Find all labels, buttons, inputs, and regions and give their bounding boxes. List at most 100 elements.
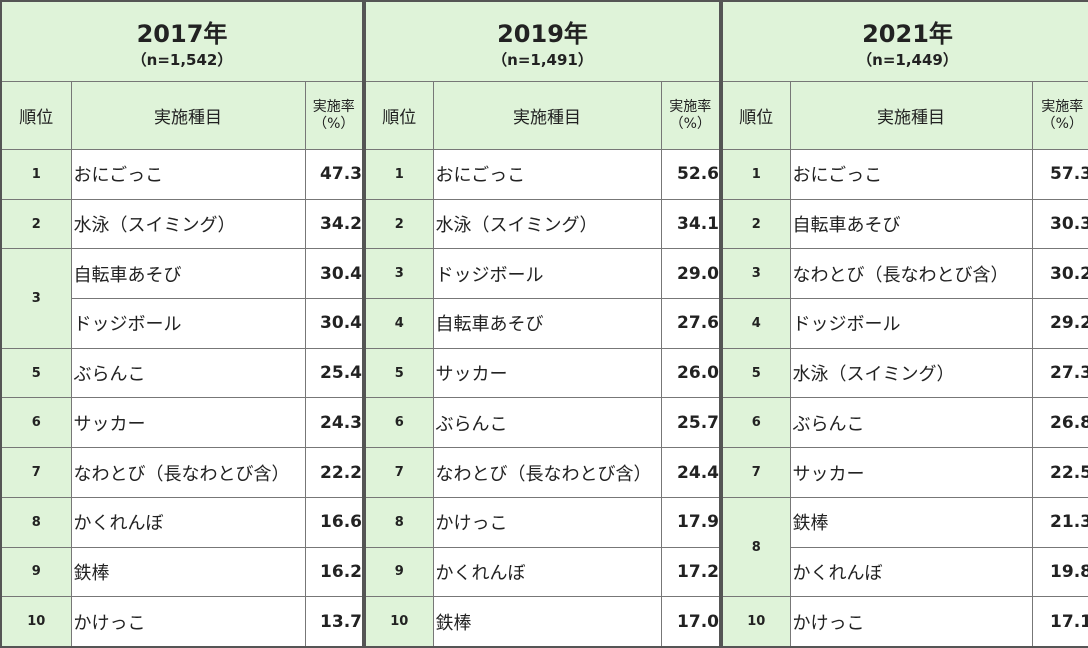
rank: 6	[364, 397, 434, 449]
item: ドッジボール	[432, 248, 662, 300]
item: おにごっこ	[432, 149, 662, 200]
item: かけっこ	[432, 496, 662, 548]
rank: 3	[721, 248, 791, 300]
item: かくれんぼ	[789, 546, 1033, 598]
rank: 4	[364, 298, 434, 349]
header-item: 実施種目	[70, 81, 306, 151]
rate: 16.2	[304, 546, 364, 598]
rate: 25.4	[304, 347, 364, 399]
rank: 1	[721, 149, 791, 200]
panel-title: 2021年 （n=1,449）	[721, 0, 1088, 83]
panel-title: 2019年 （n=1,491）	[364, 0, 721, 83]
item: 水泳（スイミング）	[70, 198, 306, 250]
year: 2021年	[862, 19, 953, 48]
header-rank: 順位	[0, 81, 72, 151]
header-item: 実施種目	[789, 81, 1033, 151]
header-rate: 実施率 （%）	[304, 81, 364, 151]
sample-size: （n=1,491）	[492, 50, 593, 69]
item: 鉄棒	[789, 496, 1033, 548]
item: ドッジボール	[70, 298, 306, 349]
rate: 52.6	[660, 149, 721, 200]
item: サッカー	[789, 447, 1033, 498]
rank: 2	[0, 198, 72, 250]
rate: 19.8	[1031, 546, 1088, 598]
rate: 17.9	[660, 496, 721, 548]
rate: 29.0	[660, 248, 721, 300]
item: おにごっこ	[789, 149, 1033, 200]
rate: 30.2	[1031, 248, 1088, 300]
rank: 6	[0, 397, 72, 449]
rate: 17.1	[1031, 596, 1088, 648]
rank: 8	[364, 496, 434, 548]
sample-size: （n=1,449）	[857, 50, 958, 69]
item: かくれんぼ	[70, 496, 306, 548]
rate: 30.4	[304, 248, 364, 300]
item: 鉄棒	[70, 546, 306, 598]
item: 水泳（スイミング）	[432, 198, 662, 250]
rate: 17.2	[660, 546, 721, 598]
item: なわとび（長なわとび含）	[432, 447, 662, 498]
rate: 16.6	[304, 496, 364, 548]
rank: 9	[364, 546, 434, 598]
rate: 30.4	[304, 298, 364, 349]
year: 2017年	[136, 19, 228, 48]
rate: 21.3	[1031, 496, 1088, 548]
rate: 25.7	[660, 397, 721, 449]
rank: 5	[721, 347, 791, 399]
rate-label: 実施率	[312, 98, 355, 115]
rate: 17.0	[660, 596, 721, 648]
rate-unit: （%）	[313, 115, 355, 132]
rank: 6	[721, 397, 791, 449]
rate: 22.2	[304, 447, 364, 498]
item: かくれんぼ	[432, 546, 662, 598]
rank: 10	[0, 596, 72, 648]
rank: 3	[364, 248, 434, 300]
rate: 26.8	[1031, 397, 1088, 449]
rank: 2	[364, 198, 434, 250]
item: 自転車あそび	[789, 198, 1033, 250]
item: ぶらんこ	[789, 397, 1033, 449]
rate: 34.2	[304, 198, 364, 250]
rate: 24.3	[304, 397, 364, 449]
rank: 7	[721, 447, 791, 498]
rate: 34.1	[660, 198, 721, 250]
ranking-table: 2017年 （n=1,542） 順位 実施種目 実施率 （%） 1 おにごっこ 47.3 2 水泳（…	[0, 0, 364, 648]
header-rank: 順位	[364, 81, 434, 151]
rate: 57.3	[1031, 149, 1088, 200]
rank: 2	[721, 198, 791, 250]
item: 鉄棒	[432, 596, 662, 648]
item: サッカー	[70, 397, 306, 449]
ranking-table: 2021年 （n=1,449） 順位 実施種目 実施率 （%） 1 おにごっこ 57.3 2 自転車…	[721, 0, 1088, 648]
rate: 26.0	[660, 347, 721, 399]
rank: 5	[364, 347, 434, 399]
header-item: 実施種目	[432, 81, 662, 151]
rank: 1	[0, 149, 72, 200]
item: 自転車あそび	[432, 298, 662, 349]
rate: 13.7	[304, 596, 364, 648]
item: かけっこ	[70, 596, 306, 648]
rate: 22.5	[1031, 447, 1088, 498]
sample-size: （n=1,542）	[131, 50, 233, 69]
rank: 10	[364, 596, 434, 648]
header-rate: 実施率 （%）	[1031, 81, 1088, 151]
rate: 24.4	[660, 447, 721, 498]
rank: 9	[0, 546, 72, 598]
header-rank: 順位	[721, 81, 791, 151]
item: サッカー	[432, 347, 662, 399]
item: 水泳（スイミング）	[789, 347, 1033, 399]
rate: 30.3	[1031, 198, 1088, 250]
item: ドッジボール	[789, 298, 1033, 349]
rate: 27.6	[660, 298, 721, 349]
rank: 8	[721, 496, 791, 598]
ranking-table: 2019年 （n=1,491） 順位 実施種目 実施率 （%） 1 おにごっこ 52.6 2 水泳（…	[364, 0, 721, 648]
item: かけっこ	[789, 596, 1033, 648]
panel-title: 2017年 （n=1,542）	[0, 0, 364, 83]
item: おにごっこ	[70, 149, 306, 200]
rank: 4	[721, 298, 791, 349]
rate-label: 実施率	[1041, 98, 1084, 115]
rank: 8	[0, 496, 72, 548]
item: ぶらんこ	[432, 397, 662, 449]
rate-unit: （%）	[669, 115, 711, 132]
rate: 29.2	[1031, 298, 1088, 349]
